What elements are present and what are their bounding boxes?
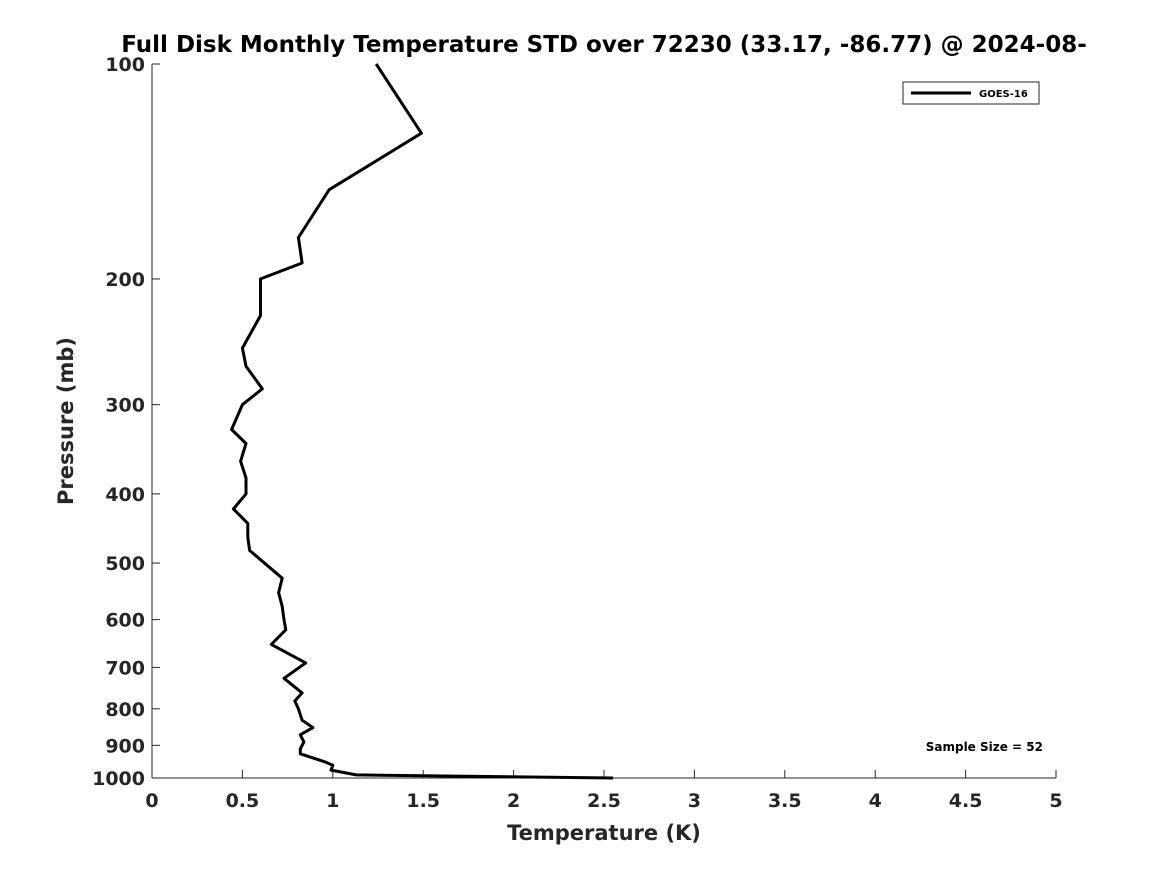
series-line-goes-16 <box>230 63 614 780</box>
y-axis-ticks: 100 200 300 400 500 600 700 800 900 1000 <box>92 54 160 790</box>
x-axis-ticks: 0 0.5 1 1.5 2 2.5 3 3.5 4 4.5 5 <box>145 770 1063 812</box>
y-tick-label: 700 <box>105 657 145 679</box>
x-tick-label: 0 <box>145 790 158 812</box>
x-tick-label: 1.5 <box>406 790 440 812</box>
x-tick-label: 2.5 <box>587 790 621 812</box>
y-tick-label: 1000 <box>92 768 145 790</box>
chart-title: Full Disk Monthly Temperature STD over 7… <box>121 32 1087 58</box>
y-tick-label: 900 <box>105 735 145 757</box>
x-tick-label: 0.5 <box>226 790 260 812</box>
y-tick-label: 800 <box>105 699 145 721</box>
y-tick-label: 600 <box>105 610 145 632</box>
x-tick-label: 4 <box>869 790 882 812</box>
x-tick-label: 4.5 <box>949 790 983 812</box>
x-tick-label: 5 <box>1049 790 1062 812</box>
y-tick-label: 200 <box>105 269 145 291</box>
x-tick-label: 2 <box>507 790 520 812</box>
sample-size-annotation: Sample Size = 52 <box>926 740 1043 754</box>
y-tick-label: 300 <box>105 395 145 417</box>
x-tick-label: 3.5 <box>768 790 802 812</box>
y-tick-label: 100 <box>105 54 145 76</box>
y-tick-label: 500 <box>105 553 145 575</box>
y-tick-label: 400 <box>105 484 145 506</box>
x-tick-label: 1 <box>326 790 339 812</box>
x-axis-label: Temperature (K) <box>507 821 701 845</box>
x-tick-label: 3 <box>688 790 701 812</box>
legend: GOES-16 <box>902 81 1040 105</box>
y-axis-label: Pressure (mb) <box>54 337 78 505</box>
legend-label: GOES-16 <box>979 89 1028 100</box>
